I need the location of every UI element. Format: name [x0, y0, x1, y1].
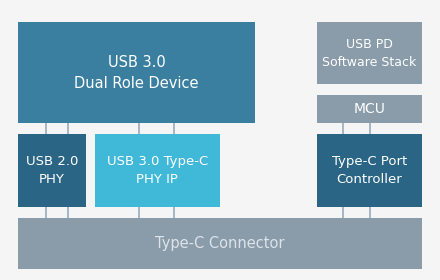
- Text: USB PD
Software Stack: USB PD Software Stack: [323, 38, 417, 69]
- FancyBboxPatch shape: [18, 134, 86, 207]
- Text: MCU: MCU: [354, 102, 385, 116]
- FancyBboxPatch shape: [18, 22, 255, 123]
- Text: USB 3.0 Type-C
PHY IP: USB 3.0 Type-C PHY IP: [106, 155, 208, 186]
- Text: Type-C Port
Controller: Type-C Port Controller: [332, 155, 407, 186]
- FancyBboxPatch shape: [95, 134, 220, 207]
- Text: USB 2.0
PHY: USB 2.0 PHY: [26, 155, 78, 186]
- Text: Type-C Connector: Type-C Connector: [155, 236, 285, 251]
- FancyBboxPatch shape: [18, 218, 422, 269]
- FancyBboxPatch shape: [317, 22, 422, 84]
- Text: USB 3.0
Dual Role Device: USB 3.0 Dual Role Device: [74, 55, 198, 91]
- FancyBboxPatch shape: [317, 134, 422, 207]
- FancyBboxPatch shape: [317, 95, 422, 123]
